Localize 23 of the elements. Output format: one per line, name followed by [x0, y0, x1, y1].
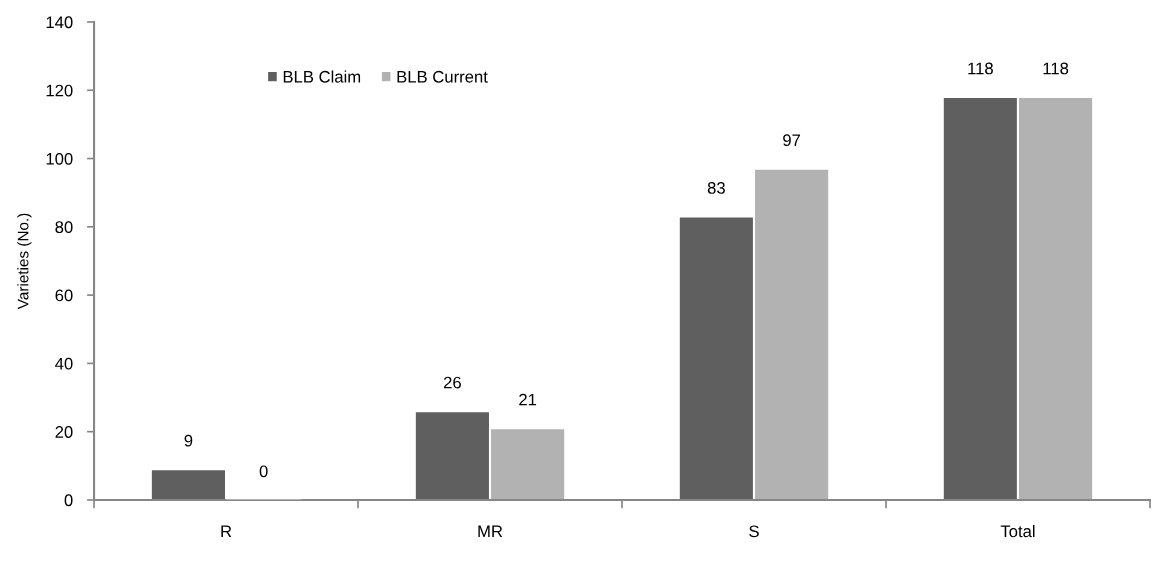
y-axis-title: Varieties (No.)	[17, 213, 32, 310]
data-label: 97	[783, 134, 801, 147]
data-label: 118	[968, 62, 993, 75]
x-tick-label: S	[749, 525, 759, 538]
x-tick-label: MR	[478, 525, 503, 538]
y-tick-label: 20	[55, 426, 73, 438]
y-tick-label: 100	[46, 152, 73, 165]
data-label: 118	[1043, 62, 1069, 75]
x-tick-label: Total	[1000, 524, 1035, 538]
y-tick-label: 60	[55, 289, 73, 302]
y-tick-label: 40	[55, 357, 73, 370]
data-label: 21	[519, 393, 537, 406]
y-tick-label: 0	[64, 494, 73, 507]
x-tick-label: R	[221, 525, 232, 538]
legend-label: BLB Current	[397, 70, 488, 83]
y-tick-label: 140	[46, 16, 73, 29]
data-label: 83	[707, 182, 725, 194]
legend-label: BLB Claim	[283, 70, 361, 83]
y-tick-label: 120	[46, 84, 73, 97]
y-tick-label: 80	[55, 221, 73, 234]
data-label: 26	[443, 376, 461, 389]
data-label: 9	[184, 434, 193, 447]
data-label: 0	[259, 465, 268, 478]
